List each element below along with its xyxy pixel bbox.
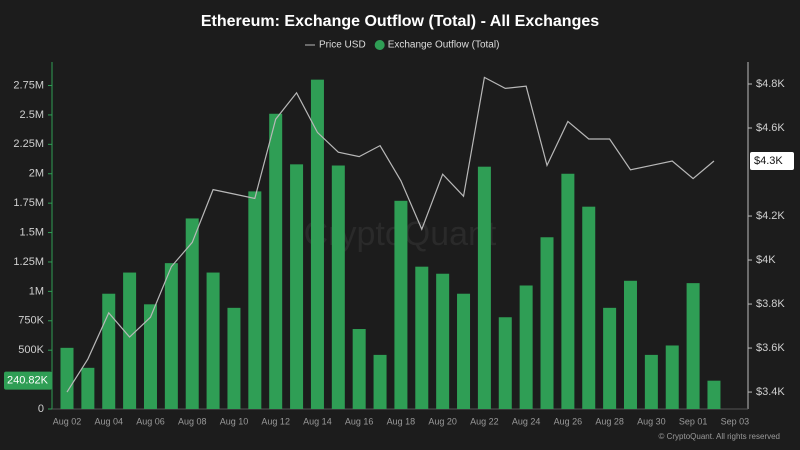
footer: © CryptoQuant. All rights reserved xyxy=(659,432,781,441)
x-tick-label: Aug 06 xyxy=(136,416,165,426)
bar xyxy=(290,164,304,409)
legend-label: Price USD xyxy=(319,40,366,51)
x-tick-label: Sep 03 xyxy=(721,416,750,426)
y-tick-label: 750K xyxy=(18,315,44,327)
y2-tick-label: $3.4K xyxy=(756,386,785,398)
bar xyxy=(227,307,241,409)
bar xyxy=(143,304,157,409)
legend-label: Exchange Outflow (Total) xyxy=(388,40,500,51)
bar xyxy=(686,283,700,409)
bar xyxy=(394,200,408,409)
bar xyxy=(269,113,283,410)
bar xyxy=(623,280,637,409)
x-tick-label: Aug 16 xyxy=(345,416,374,426)
bar xyxy=(123,272,137,409)
bar xyxy=(457,293,471,409)
bar xyxy=(206,272,220,409)
bar xyxy=(310,79,324,409)
bar xyxy=(603,307,617,409)
bar xyxy=(60,347,74,409)
y-tick-label: 1M xyxy=(29,285,44,297)
y2-tick-label: $3.8K xyxy=(756,298,785,310)
outflow-label-box xyxy=(4,371,52,390)
x-tick-label: Aug 20 xyxy=(428,416,457,426)
y2-tick-label: $4.8K xyxy=(756,78,785,90)
x-tick-label: Aug 22 xyxy=(470,416,499,426)
x-tick-label: Sep 01 xyxy=(679,416,708,426)
bar xyxy=(561,173,575,409)
price-label-box xyxy=(750,152,794,171)
y2-tick-label: $4.2K xyxy=(756,210,785,222)
bar xyxy=(665,345,679,409)
x-tick-label: Aug 18 xyxy=(387,416,416,426)
x-tick-label: Aug 26 xyxy=(554,416,583,426)
y-tick-label: 1.75M xyxy=(13,197,44,209)
bar xyxy=(582,206,596,409)
bar xyxy=(519,285,533,409)
y2-tick-label: $3.6K xyxy=(756,342,785,354)
x-tick-label: Aug 14 xyxy=(303,416,332,426)
bar xyxy=(373,354,387,409)
bar xyxy=(644,354,658,409)
bar xyxy=(498,317,512,409)
y-tick-label: 500K xyxy=(18,344,44,356)
x-tick-label: Aug 24 xyxy=(512,416,541,426)
bar xyxy=(707,380,721,409)
bar xyxy=(81,367,95,409)
price-line xyxy=(66,76,715,393)
bar xyxy=(164,263,178,409)
x-tick-label: Aug 02 xyxy=(53,416,82,426)
y-tick-label: 2.75M xyxy=(13,79,44,91)
x-tick-label: Aug 10 xyxy=(220,416,249,426)
x-tick-label: Aug 12 xyxy=(261,416,290,426)
legend-bar-swatch xyxy=(374,40,385,50)
x-tick-label: Aug 04 xyxy=(94,416,123,426)
y2-tick-label: $4.6K xyxy=(756,122,785,134)
price-label: $4.3K xyxy=(754,155,783,167)
y-tick-label: 1.5M xyxy=(20,226,44,238)
bar xyxy=(248,191,262,409)
chart-title: Ethereum: Exchange Outflow (Total) - All… xyxy=(201,13,599,30)
bar xyxy=(185,218,199,409)
y-tick-label: 0 xyxy=(38,403,44,415)
y-tick-label: 1.25M xyxy=(13,256,44,268)
x-tick-label: Aug 08 xyxy=(178,416,207,426)
bar xyxy=(102,293,116,409)
y-tick-label: 2.25M xyxy=(13,138,44,150)
y-tick-label: 2M xyxy=(29,168,44,180)
x-tick-label: Aug 30 xyxy=(637,416,666,426)
y-tick-label: 2.5M xyxy=(20,109,44,121)
outflow-label: 240.82K xyxy=(7,375,49,387)
bar xyxy=(352,329,366,409)
bar xyxy=(331,165,345,409)
bar xyxy=(540,237,554,409)
bar xyxy=(415,266,429,409)
bar xyxy=(436,273,450,409)
x-tick-label: Aug 28 xyxy=(595,416,624,426)
y2-tick-label: $4K xyxy=(756,254,776,266)
bar xyxy=(477,166,491,409)
